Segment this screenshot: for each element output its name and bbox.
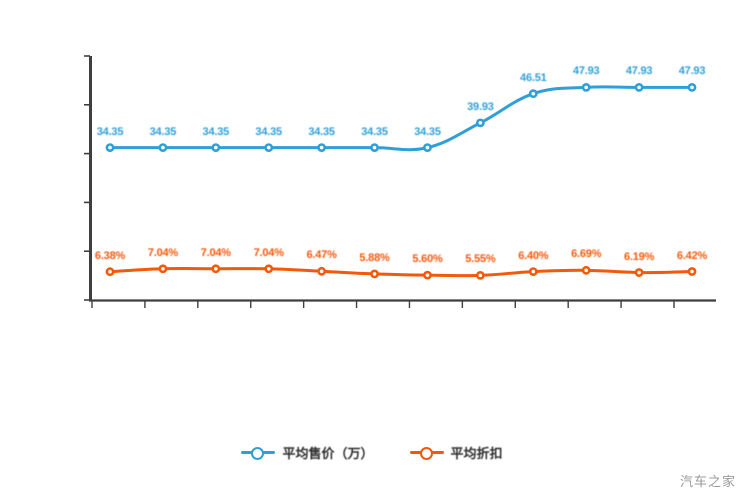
data-point-marker[interactable]: [581, 265, 591, 275]
data-label: 34.35: [96, 125, 124, 138]
data-point-marker[interactable]: [105, 143, 115, 153]
series-line: [108, 267, 694, 278]
data-label: 34.35: [308, 125, 335, 138]
data-label: 6.69%: [571, 248, 602, 261]
data-label: 34.35: [255, 125, 282, 138]
data-point-marker[interactable]: [475, 118, 485, 128]
data-point-marker[interactable]: [317, 143, 327, 153]
data-point-marker[interactable]: [317, 266, 327, 276]
legend-item-discount[interactable]: 平均折扣: [409, 443, 503, 462]
data-point-marker[interactable]: [264, 264, 274, 274]
data-label: 5.55%: [465, 253, 496, 266]
plot-area: 34.35 34.35 34.35 34.35 34.35 34.35 34.35 39.93…: [84, 55, 716, 308]
data-point-marker[interactable]: [581, 82, 591, 92]
data-point-marker[interactable]: [528, 89, 538, 99]
data-point-marker[interactable]: [423, 143, 432, 153]
legend-marker-discount-icon: [409, 445, 444, 460]
data-label: 5.88%: [359, 251, 390, 264]
data-point-marker[interactable]: [528, 267, 538, 277]
data-label: 7.04%: [253, 246, 284, 259]
chart-legend: 平均售价（万） 平均折扣: [0, 436, 744, 468]
y-axis-ticks: [84, 55, 90, 301]
data-point-marker[interactable]: [634, 82, 644, 92]
data-point-marker[interactable]: [634, 268, 644, 277]
data-label: 47.93: [625, 65, 653, 78]
data-label: 34.35: [202, 125, 230, 138]
site-watermark: 汽车之家: [679, 475, 736, 490]
data-label: 47.93: [572, 65, 600, 78]
data-label: 6.42%: [676, 249, 708, 262]
legend-item-price[interactable]: 平均售价（万）: [241, 443, 374, 462]
data-point-marker[interactable]: [370, 143, 379, 153]
data-label: 6.47%: [306, 249, 337, 262]
data-point-marker[interactable]: [687, 267, 697, 276]
series-line: [108, 85, 694, 152]
data-point-marker[interactable]: [105, 267, 115, 277]
data-label: 47.93: [678, 65, 706, 78]
data-label: 34.35: [361, 125, 388, 138]
series-layer: [105, 82, 697, 280]
data-point-marker[interactable]: [211, 143, 221, 153]
axis-group: [84, 55, 716, 308]
x-axis-ticks: [91, 301, 675, 308]
series-discount: [105, 264, 697, 280]
data-label: 46.51: [520, 71, 547, 84]
legend-label-price: 平均售价（万）: [282, 445, 374, 461]
data-point-marker[interactable]: [423, 270, 432, 280]
data-point-marker[interactable]: [211, 264, 221, 274]
data-label: 7.04%: [200, 246, 231, 259]
data-label: 34.35: [414, 125, 441, 138]
data-label: 6.40%: [518, 249, 549, 262]
chart-canvas: [84, 55, 716, 308]
data-point-marker[interactable]: [687, 82, 697, 92]
data-point-marker[interactable]: [158, 264, 168, 274]
data-label: 6.19%: [623, 250, 655, 263]
legend-marker-price-icon: [241, 445, 276, 460]
data-label: 5.60%: [412, 253, 443, 266]
data-point-marker[interactable]: [264, 143, 274, 153]
series-price: [105, 82, 697, 153]
data-label: 34.35: [149, 125, 177, 138]
legend-label-discount: 平均折扣: [450, 445, 503, 461]
data-label: 6.38%: [94, 249, 126, 262]
data-point-marker[interactable]: [370, 269, 379, 279]
data-label: 39.93: [467, 100, 494, 113]
data-point-marker[interactable]: [158, 143, 168, 153]
data-label: 7.04%: [147, 246, 178, 259]
data-point-marker[interactable]: [475, 270, 485, 280]
